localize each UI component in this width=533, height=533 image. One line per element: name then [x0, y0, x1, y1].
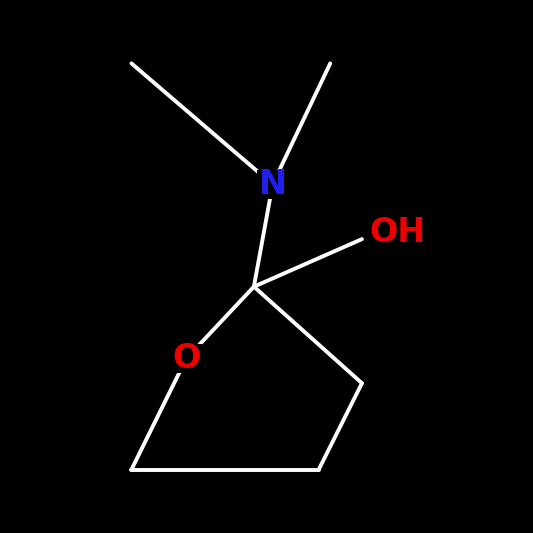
FancyBboxPatch shape [171, 344, 202, 373]
FancyBboxPatch shape [367, 219, 427, 247]
Text: O: O [172, 342, 200, 375]
Text: OH: OH [369, 216, 426, 249]
FancyBboxPatch shape [257, 170, 288, 199]
Text: N: N [259, 168, 287, 201]
